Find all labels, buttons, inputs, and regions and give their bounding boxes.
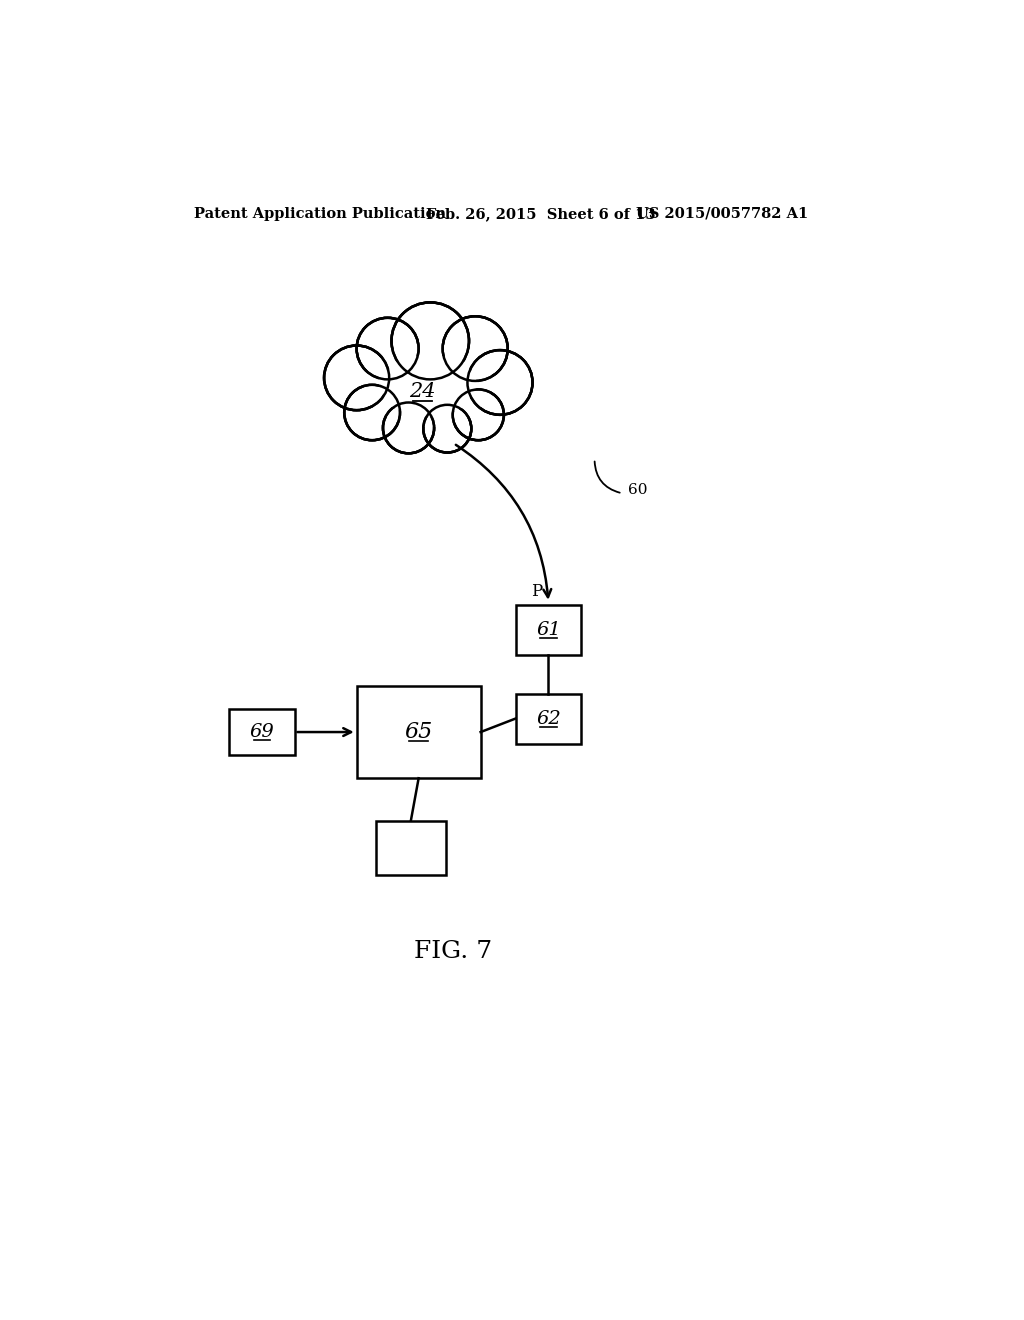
Polygon shape: [368, 347, 489, 422]
Circle shape: [391, 302, 469, 379]
Polygon shape: [356, 341, 500, 429]
Bar: [515, 693, 582, 743]
Circle shape: [467, 350, 532, 414]
Circle shape: [344, 385, 400, 441]
Text: P: P: [531, 582, 543, 599]
Polygon shape: [360, 343, 497, 426]
Text: 60: 60: [628, 483, 647, 496]
Polygon shape: [378, 355, 478, 416]
Circle shape: [423, 405, 471, 453]
Circle shape: [453, 389, 504, 441]
Circle shape: [442, 317, 508, 381]
Text: FIG. 7: FIG. 7: [415, 940, 493, 964]
Text: 69: 69: [249, 723, 274, 741]
Text: US 2015/0057782 A1: US 2015/0057782 A1: [636, 207, 808, 220]
Circle shape: [356, 318, 419, 379]
Circle shape: [324, 346, 389, 411]
Text: 61: 61: [536, 620, 561, 639]
Text: 65: 65: [404, 721, 433, 743]
Bar: [376, 821, 445, 875]
Bar: [228, 709, 295, 755]
Bar: [356, 686, 480, 779]
Bar: [515, 605, 582, 655]
Circle shape: [383, 403, 434, 453]
Text: 62: 62: [536, 710, 561, 727]
Text: Feb. 26, 2015  Sheet 6 of 13: Feb. 26, 2015 Sheet 6 of 13: [426, 207, 656, 220]
Text: 24: 24: [410, 383, 436, 401]
Text: Patent Application Publication: Patent Application Publication: [194, 207, 445, 220]
Polygon shape: [375, 352, 482, 418]
